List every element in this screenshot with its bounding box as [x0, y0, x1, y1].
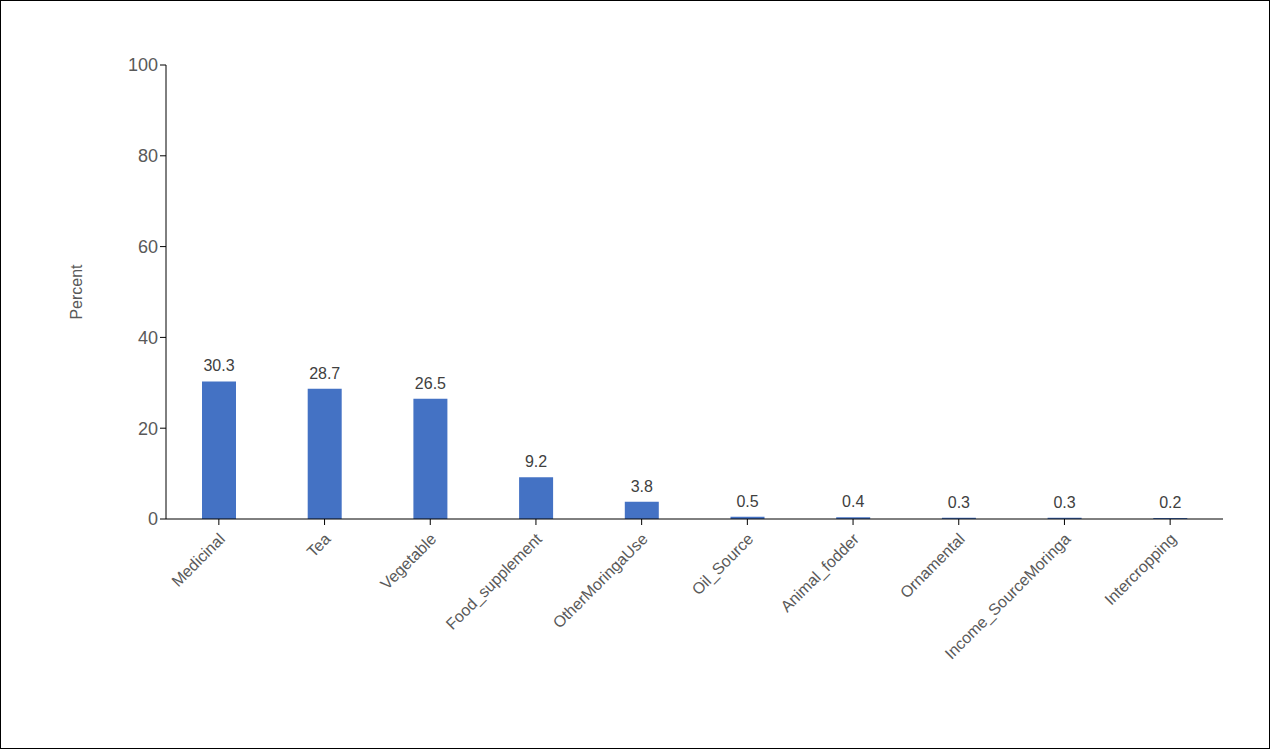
svg-text:30.3: 30.3	[203, 357, 234, 374]
svg-text:26.5: 26.5	[415, 375, 446, 392]
svg-text:3.8: 3.8	[631, 478, 653, 495]
svg-text:Percent: Percent	[68, 264, 85, 320]
svg-text:Food_supplement: Food_supplement	[443, 530, 547, 634]
svg-text:0: 0	[148, 509, 158, 529]
svg-text:Animal_fodder: Animal_fodder	[777, 530, 863, 616]
svg-text:OtherMoringaUse: OtherMoringaUse	[550, 530, 651, 631]
svg-text:Ornamental: Ornamental	[897, 530, 968, 601]
svg-text:Vegetable: Vegetable	[377, 530, 439, 592]
svg-text:60: 60	[138, 237, 158, 257]
svg-text:28.7: 28.7	[309, 365, 340, 382]
svg-text:Tea: Tea	[303, 530, 333, 560]
svg-text:Intercropping: Intercropping	[1101, 530, 1179, 608]
svg-text:9.2: 9.2	[525, 453, 547, 470]
svg-text:Oil_Source: Oil_Source	[689, 530, 758, 599]
svg-text:20: 20	[138, 419, 158, 439]
svg-text:0.5: 0.5	[736, 493, 758, 510]
svg-text:0.3: 0.3	[948, 494, 970, 511]
svg-text:0.4: 0.4	[842, 493, 864, 510]
svg-text:Medicinal: Medicinal	[168, 530, 228, 590]
svg-text:80: 80	[138, 146, 158, 166]
svg-text:100: 100	[128, 55, 158, 75]
svg-text:0.2: 0.2	[1159, 494, 1181, 511]
svg-text:40: 40	[138, 328, 158, 348]
svg-text:0.3: 0.3	[1053, 494, 1075, 511]
svg-text:Income_SourceMoringa: Income_SourceMoringa	[942, 530, 1075, 663]
